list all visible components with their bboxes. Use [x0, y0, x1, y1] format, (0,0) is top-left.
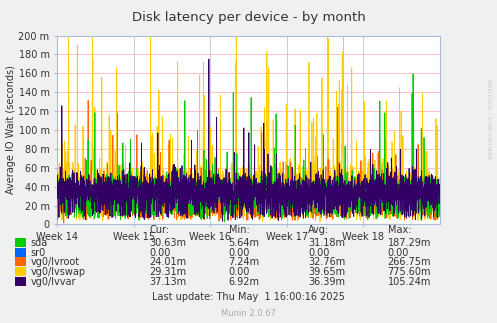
Text: 31.18m: 31.18m — [308, 238, 345, 248]
Text: 5.64m: 5.64m — [229, 238, 259, 248]
Text: 105.24m: 105.24m — [388, 277, 431, 287]
Y-axis label: Average IO Wait (seconds): Average IO Wait (seconds) — [5, 66, 15, 194]
Text: sda: sda — [31, 238, 48, 248]
Text: vg0/lvvar: vg0/lvvar — [31, 277, 77, 287]
Text: Min:: Min: — [229, 225, 249, 235]
Text: 0.00: 0.00 — [229, 267, 250, 277]
Text: Max:: Max: — [388, 225, 411, 235]
Text: 775.60m: 775.60m — [388, 267, 431, 277]
Text: 37.13m: 37.13m — [149, 277, 186, 287]
Text: 6.92m: 6.92m — [229, 277, 259, 287]
Text: Last update: Thu May  1 16:00:16 2025: Last update: Thu May 1 16:00:16 2025 — [152, 292, 345, 301]
Text: 32.76m: 32.76m — [308, 257, 345, 267]
Text: 24.01m: 24.01m — [149, 257, 186, 267]
Text: 39.65m: 39.65m — [308, 267, 345, 277]
Text: RRDTOOL / TOBI OETIKER: RRDTOOL / TOBI OETIKER — [486, 79, 491, 160]
Text: 0.00: 0.00 — [388, 248, 409, 257]
Text: vg0/lvswap: vg0/lvswap — [31, 267, 86, 277]
Text: Munin 2.0.67: Munin 2.0.67 — [221, 309, 276, 318]
Text: 0.00: 0.00 — [149, 248, 170, 257]
Text: 266.75m: 266.75m — [388, 257, 431, 267]
Text: Disk latency per device - by month: Disk latency per device - by month — [132, 11, 365, 24]
Text: 0.00: 0.00 — [229, 248, 250, 257]
Text: Avg:: Avg: — [308, 225, 330, 235]
Text: 30.63m: 30.63m — [149, 238, 186, 248]
Text: Cur:: Cur: — [149, 225, 169, 235]
Text: vg0/lvroot: vg0/lvroot — [31, 257, 80, 267]
Text: 36.39m: 36.39m — [308, 277, 345, 287]
Text: 0.00: 0.00 — [308, 248, 330, 257]
Text: 7.24m: 7.24m — [229, 257, 260, 267]
Text: 187.29m: 187.29m — [388, 238, 431, 248]
Text: 29.31m: 29.31m — [149, 267, 186, 277]
Text: sr0: sr0 — [31, 248, 46, 257]
